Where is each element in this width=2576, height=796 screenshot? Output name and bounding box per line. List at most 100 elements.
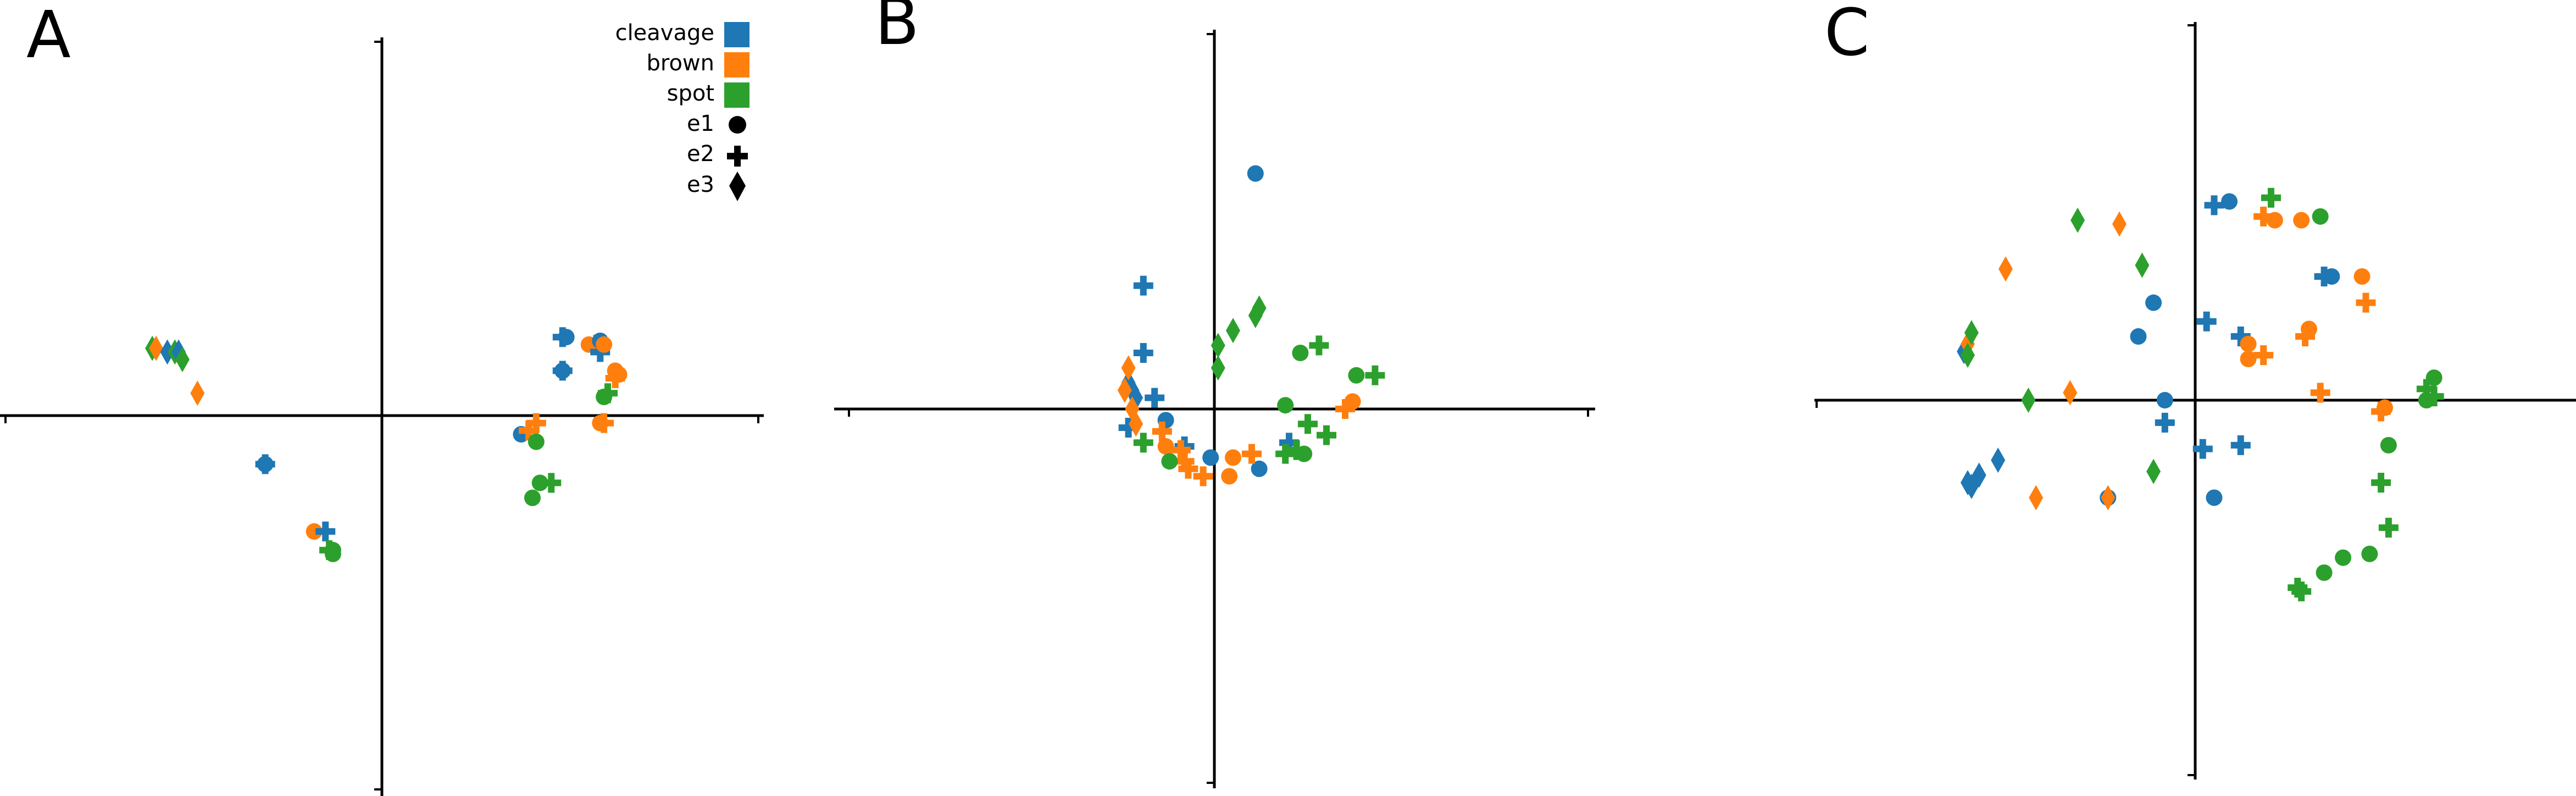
point-brown-diamond (2029, 485, 2044, 511)
panel-a-letter: A (26, 0, 71, 73)
point-cleavage-plus (1133, 275, 1153, 296)
point-cleavage-circle (2323, 268, 2340, 285)
point-cleavage-plus (2196, 311, 2217, 331)
point-spot-plus (2424, 386, 2444, 407)
point-brown-circle (1344, 393, 1361, 410)
panel-a-ticks (4, 41, 759, 791)
point-spot-diamond (175, 347, 190, 372)
point-spot-circle (2316, 564, 2333, 581)
point-cleavage-diamond (160, 339, 175, 365)
point-spot-plus (598, 383, 618, 403)
point-spot-circle (524, 489, 541, 506)
point-brown-circle (306, 523, 323, 540)
point-brown-diamond (1998, 256, 2013, 282)
point-brown-circle (2293, 212, 2310, 229)
legend-label-e3: e3 (687, 172, 714, 197)
point-spot-diamond (2021, 388, 2036, 413)
point-cleavage-circle (1251, 460, 1268, 477)
point-cleavage-circle (2221, 193, 2238, 210)
point-spot-circle (324, 545, 341, 562)
point-brown-plus (526, 413, 546, 433)
point-cleavage-circle (1247, 165, 1264, 182)
point-spot-diamond (1964, 320, 1979, 346)
point-brown-plus (1170, 440, 1191, 460)
point-brown-plus (1178, 458, 1198, 479)
legend-swatch-brown (724, 52, 750, 78)
point-spot-plus (2371, 473, 2391, 493)
point-spot-plus (2261, 187, 2281, 208)
panel-c-ticks (1816, 24, 2195, 776)
legend-swatch-cleavage (724, 22, 750, 47)
panel-c-letter: C (1824, 0, 1869, 70)
point-spot-circle (1292, 345, 1309, 361)
point-cleavage-plus (2155, 412, 2175, 433)
point-spot-plus (2291, 581, 2312, 601)
point-cleavage-circle (257, 456, 274, 473)
point-cleavage-circle (2156, 392, 2173, 408)
point-spot-diamond (2146, 458, 2161, 484)
point-brown-plus (2253, 345, 2274, 366)
point-spot-circle (1348, 367, 1365, 384)
point-brown-circle (596, 336, 613, 353)
point-spot-circle (1296, 445, 1313, 462)
point-brown-plus (519, 421, 539, 441)
point-brown-diamond (2101, 485, 2116, 511)
point-spot-circle (2361, 545, 2378, 562)
point-spot-diamond (1226, 318, 1240, 344)
legend-marker-circle (729, 116, 746, 134)
point-cleavage-plus (2192, 439, 2213, 459)
point-cleavage-plus (1279, 433, 1299, 453)
point-brown-circle (1221, 468, 1238, 485)
point-spot-circle (1277, 397, 1294, 414)
point-spot-diamond (1211, 333, 1225, 358)
legend-label-cleavage: cleavage (615, 20, 714, 46)
point-brown-plus (2371, 401, 2391, 422)
panel-a-points (145, 327, 628, 562)
legend-marker-diamond (729, 172, 746, 201)
point-spot-plus (1275, 444, 1296, 464)
panel-b: B (834, 0, 1595, 788)
point-brown-circle (1157, 438, 1174, 455)
point-spot-diamond (2070, 207, 2085, 233)
point-cleavage-diamond (1991, 447, 2006, 473)
point-brown-diamond (1129, 411, 1143, 437)
point-spot-plus (2288, 578, 2308, 598)
point-spot-plus (2416, 379, 2436, 399)
point-cleavage-circle (2206, 489, 2223, 506)
panel-a: A cleavage brown spot e1 e2 e3 (0, 0, 764, 796)
point-brown-plus (2253, 206, 2274, 226)
legend-marker-plus (727, 146, 748, 167)
point-brown-plus (2310, 383, 2330, 403)
point-brown-diamond (190, 380, 205, 406)
point-cleavage-circle (554, 362, 571, 379)
point-spot-plus (1133, 433, 1153, 453)
point-cleavage-plus (590, 342, 610, 362)
point-cleavage-plus (2204, 195, 2224, 215)
panel-b-ticks (848, 33, 1589, 784)
panel-c: C (1814, 0, 2576, 780)
point-spot-plus (2378, 517, 2399, 538)
point-spot-plus (1365, 365, 1385, 385)
point-spot-plus (1298, 414, 1318, 434)
point-cleavage-plus (1145, 388, 1165, 408)
legend-swatch-spot (724, 82, 750, 108)
panel-b-letter: B (875, 0, 919, 59)
point-brown-plus (1335, 399, 1355, 419)
point-cleavage-plus (1174, 436, 1195, 456)
point-brown-diamond (2063, 380, 2078, 406)
point-cleavage-plus (2230, 327, 2251, 347)
panel-c-points (1957, 187, 2444, 601)
point-spot-plus (1317, 425, 1336, 445)
point-brown-circle (2353, 268, 2370, 285)
point-cleavage-diamond (1964, 473, 1979, 499)
point-spot-circle (1161, 453, 1178, 470)
point-brown-diamond (1117, 378, 1132, 403)
point-spot-diamond (1961, 342, 1975, 368)
legend-label-spot: spot (667, 81, 714, 106)
point-brown-plus (1152, 421, 1172, 441)
point-brown-circle (610, 366, 628, 383)
point-cleavage-plus (1133, 343, 1153, 363)
point-brown-plus (2295, 327, 2316, 347)
point-spot-circle (2425, 369, 2442, 386)
point-brown-circle (1225, 449, 1241, 466)
